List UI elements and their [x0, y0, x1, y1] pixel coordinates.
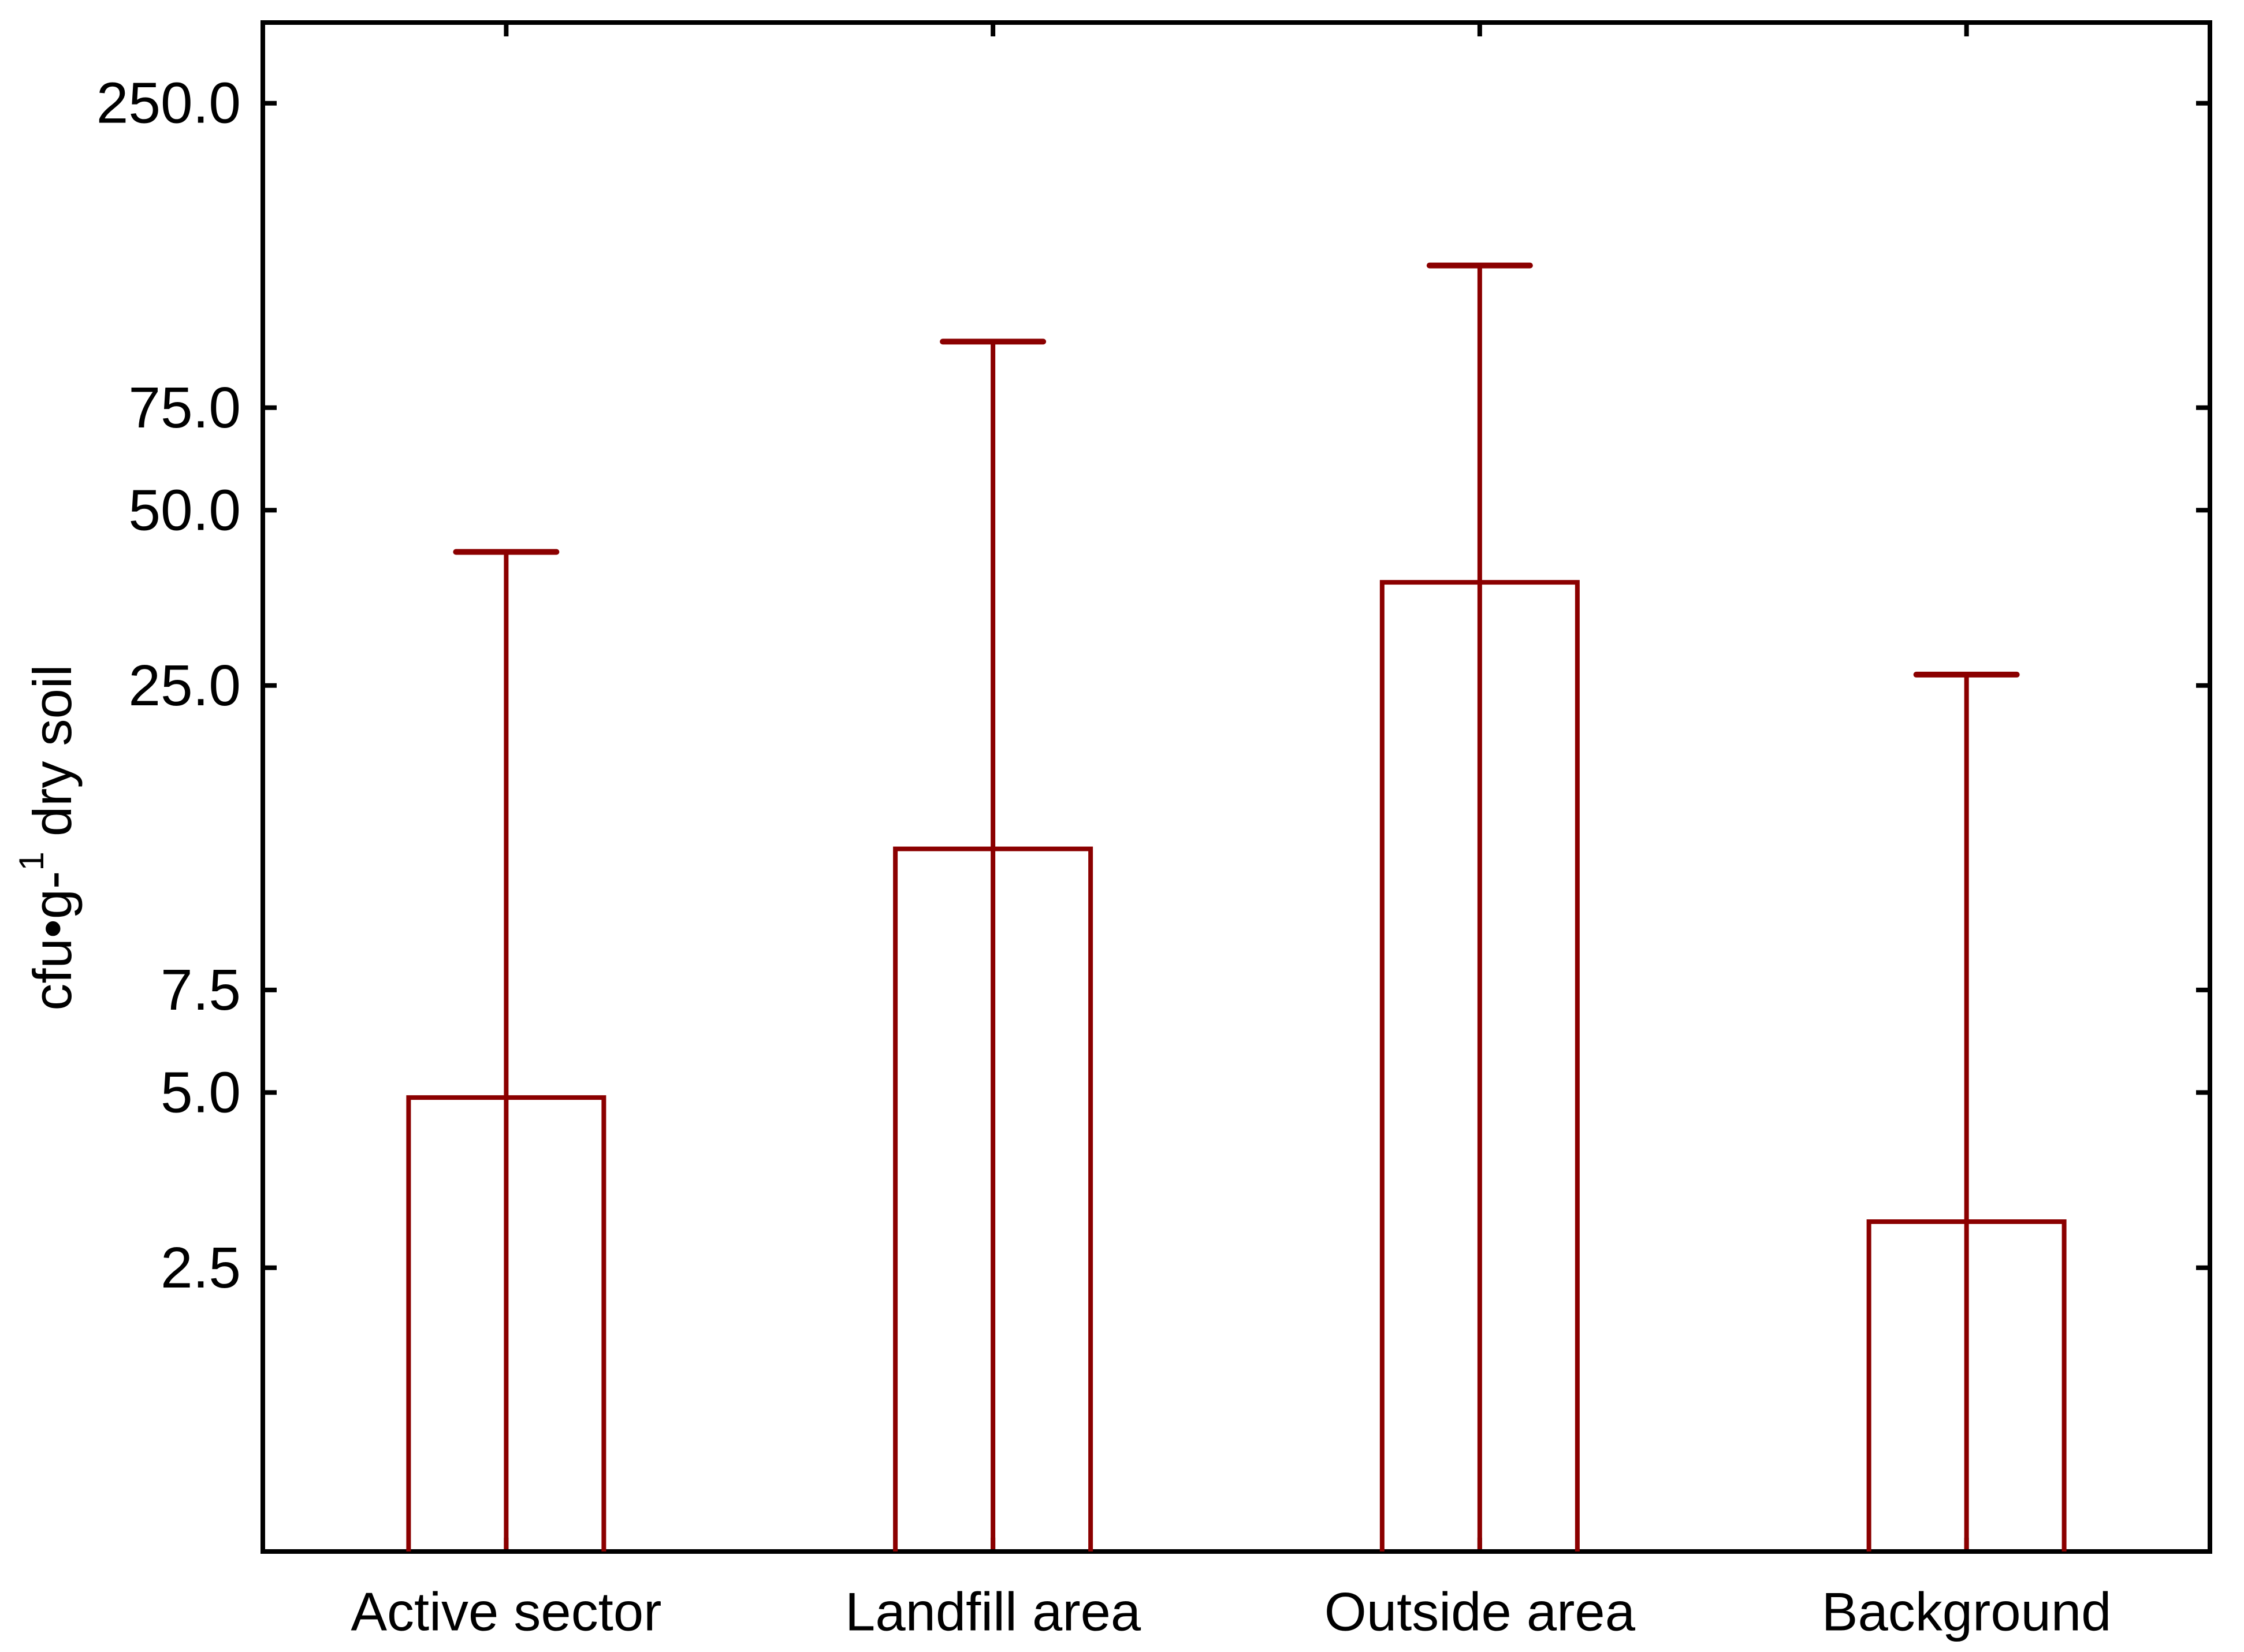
y-tick-label: 7.5 — [161, 958, 241, 1022]
y-tick-label: 5.0 — [161, 1060, 241, 1125]
bar — [406, 1095, 606, 1551]
y-tick-label: 75.0 — [128, 375, 241, 440]
y-axis-title: cfu•g-1 dry soil — [12, 664, 83, 1010]
bar — [1866, 1219, 2067, 1551]
y-tick-label: 25.0 — [128, 653, 241, 718]
x-category-label: Background — [1822, 1582, 2112, 1642]
x-category-label: Active sector — [351, 1582, 661, 1642]
plot-frame — [261, 20, 2212, 1554]
y-tick-label: 2.5 — [161, 1236, 241, 1300]
bar — [1379, 580, 1580, 1551]
y-tick-label: 250.0 — [96, 71, 241, 136]
x-category-label: Landfill area — [845, 1582, 1141, 1642]
bar — [893, 846, 1093, 1551]
x-category-label: Outside area — [1324, 1582, 1636, 1642]
y-tick-label: 50.0 — [128, 478, 241, 542]
